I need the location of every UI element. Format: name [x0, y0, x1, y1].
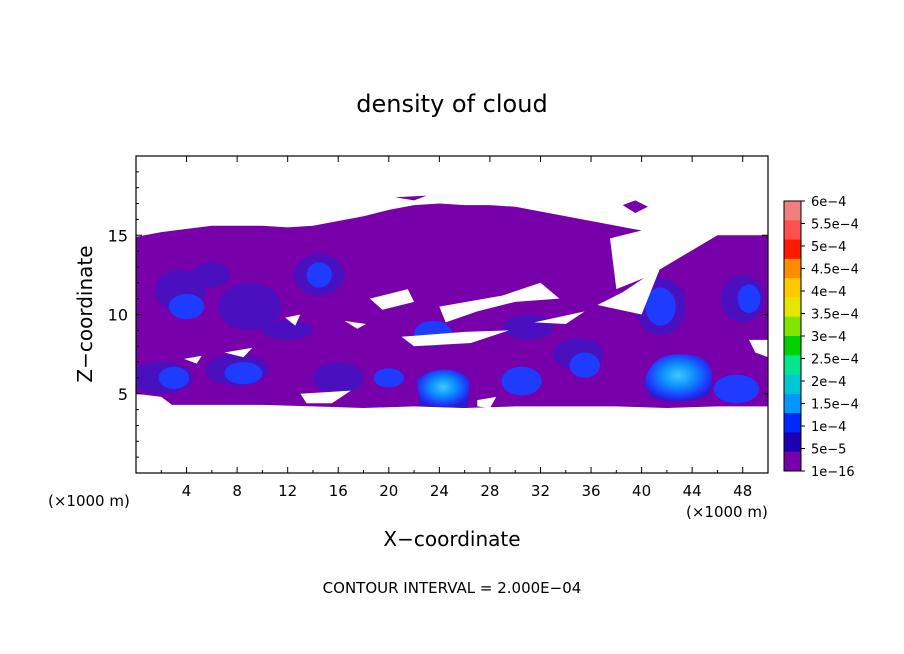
colorbar-swatch: [784, 374, 801, 395]
cloud-contour-dense: [713, 374, 760, 404]
colorbar-swatch: [784, 432, 801, 453]
cloud-contour-medium: [262, 320, 313, 340]
y-axis: 5 10 15: [108, 171, 768, 458]
x-tick-label: 12: [278, 482, 297, 500]
colorbar-swatch: [784, 355, 801, 375]
x-tick-label: 48: [733, 482, 752, 500]
chart-title: density of cloud: [356, 90, 547, 118]
cloud-contour-medium: [502, 314, 554, 340]
x-axis-label: X−coordinate: [383, 527, 520, 551]
x-tick-label: 16: [329, 482, 348, 500]
colorbar-swatch: [784, 413, 801, 433]
cloud-contour-dense: [373, 368, 404, 388]
plot-area: [136, 195, 768, 409]
colorbar-label: 3e−4: [811, 330, 846, 345]
clear-air-gap: [369, 289, 415, 310]
cloud-contour-dense: [224, 362, 263, 385]
colorbar-label: 1e−16: [811, 465, 855, 480]
colorbar-swatch: [784, 239, 801, 260]
clear-air-gap: [749, 339, 768, 358]
y-tick-label: 10: [108, 306, 128, 325]
clear-air-gap: [184, 355, 202, 364]
colorbar-swatch: [784, 297, 801, 318]
cloud-fragment: [622, 200, 648, 214]
cloud-contour-dense: [569, 352, 600, 378]
x-tick-label: 40: [632, 482, 651, 500]
colorbar-label: 1e−4: [811, 420, 846, 435]
cloud-contour-dense: [306, 262, 332, 288]
cloud-contour-dense: [158, 366, 190, 389]
clear-air-gap: [597, 266, 661, 315]
cloud-contour-dense: [168, 293, 205, 320]
cloud-contour-medium: [192, 262, 231, 288]
x-tick-label: 8: [232, 482, 242, 500]
clear-air-gap: [344, 320, 367, 329]
x-tick-label: 32: [531, 482, 550, 500]
contour-interval-footer: CONTOUR INTERVAL = 2.000E−04: [323, 579, 582, 597]
colorbar: 6e−4 5.5e−4 5e−4 4.5e−4 4e−4 3.5e−4 3e−4 2.5e−4…: [783, 195, 859, 480]
x-tick-label: 28: [480, 482, 499, 500]
colorbar-swatch: [784, 258, 801, 279]
cloud-core: [644, 354, 713, 402]
x-axis: 4 8 12 16 20 24 28 32 36 40 44 48: [160, 156, 752, 500]
clear-air-gap: [300, 390, 351, 404]
colorbar-swatch: [784, 336, 801, 356]
colorbar-swatch: [784, 393, 801, 414]
colorbar-label: 5.5e−4: [811, 218, 859, 233]
x-tick-label: 36: [581, 482, 600, 500]
x-unit-left: (×1000 m): [48, 492, 130, 510]
cloud-gaps: [136, 225, 768, 409]
x-unit-right: (×1000 m): [686, 503, 768, 521]
cloud-contour-dense: [737, 284, 761, 313]
colorbar-swatch: [784, 278, 801, 298]
cloud-contour-medium: [312, 362, 364, 394]
x-tick-label: 44: [683, 482, 702, 500]
x-tick-label: 4: [182, 482, 192, 500]
colorbar-label: 4e−4: [811, 285, 846, 300]
colorbar-swatch: [784, 201, 801, 221]
colorbar-label: 2e−4: [811, 375, 846, 390]
cloud-contour-medium: [218, 282, 282, 331]
clear-air-gap: [477, 396, 497, 409]
clear-air-gap: [439, 282, 560, 323]
y-tick-label: 15: [108, 226, 128, 245]
colorbar-label: 3.5e−4: [811, 308, 859, 323]
colorbar-label: 6e−4: [811, 195, 846, 210]
clear-air-gap: [285, 314, 301, 326]
colorbar-label: 5e−5: [811, 443, 846, 458]
cloud-core: [416, 369, 470, 409]
clear-air-gap: [224, 347, 253, 358]
colorbar-swatch: [784, 451, 801, 472]
y-axis-label: Z−coordinate: [73, 245, 97, 382]
clear-air-gap: [136, 393, 174, 407]
colorbar-label: 2.5e−4: [811, 353, 859, 368]
cloud-fragment: [395, 195, 427, 201]
clear-air-gap: [610, 225, 718, 290]
colorbar-label: 1.5e−4: [811, 398, 859, 413]
colorbar-label: 4.5e−4: [811, 263, 859, 278]
clear-air-gap: [534, 311, 585, 325]
colorbar-swatch: [784, 316, 801, 337]
colorbar-swatch: [784, 220, 801, 240]
colorbar-label: 5e−4: [811, 240, 846, 255]
x-tick-label: 20: [379, 482, 398, 500]
x-tick-label: 24: [430, 482, 449, 500]
cloud-contour-dense: [645, 287, 676, 326]
y-tick-label: 5: [118, 385, 128, 404]
cloud-contour-dense: [501, 366, 542, 396]
clear-air-gap: [401, 330, 509, 347]
